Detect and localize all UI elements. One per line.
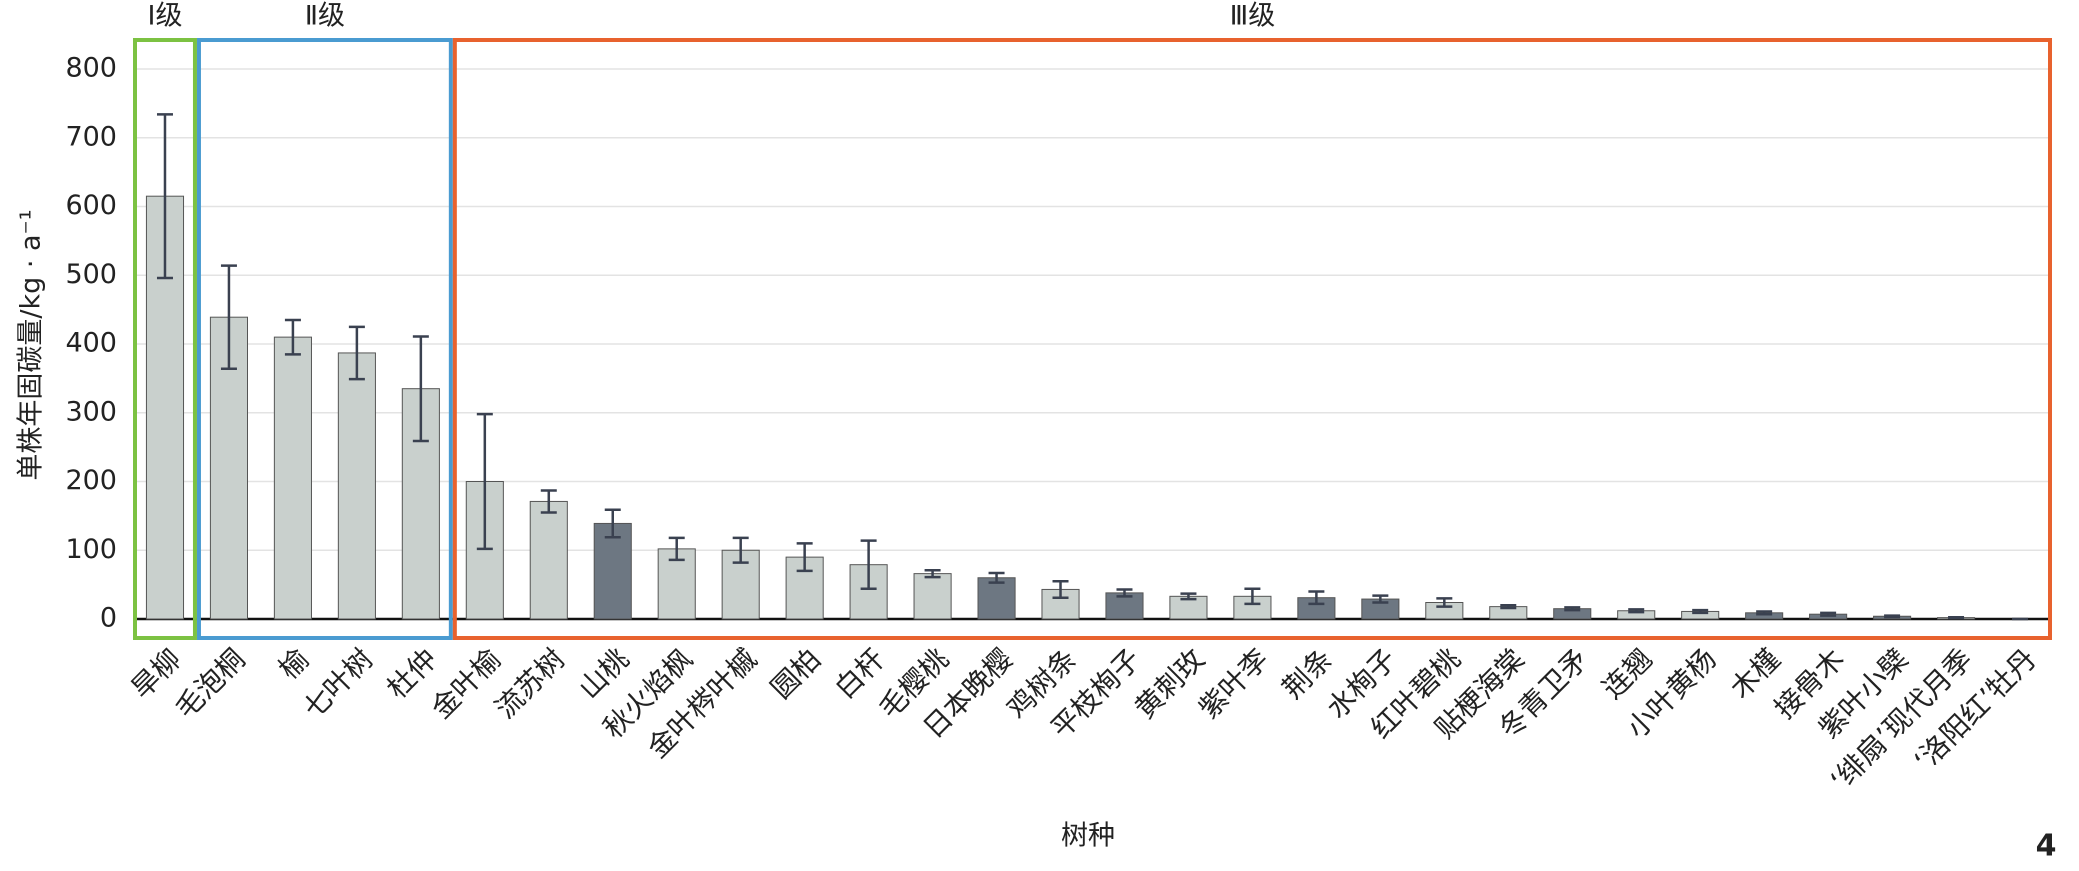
error-bar xyxy=(1436,597,1453,608)
error-bar xyxy=(156,113,173,280)
y-tick-label: 300 xyxy=(65,396,117,427)
bar xyxy=(593,522,632,620)
y-tick-label: 700 xyxy=(65,121,117,152)
error-bar xyxy=(540,489,557,514)
x-tick-label: 金叶榆 xyxy=(425,642,508,725)
error-bar xyxy=(924,568,941,579)
error-bar xyxy=(1244,587,1261,606)
bar xyxy=(913,573,952,620)
bar xyxy=(529,500,568,620)
error-bar xyxy=(796,542,813,573)
error-bar xyxy=(860,539,877,590)
error-bar xyxy=(1884,614,1901,619)
error-bar xyxy=(1308,590,1325,606)
x-tick-label: 七叶树 xyxy=(297,642,380,725)
bar xyxy=(337,352,376,620)
error-bar xyxy=(476,412,493,551)
bar xyxy=(785,556,824,620)
group-box xyxy=(196,38,453,640)
error-bar xyxy=(1692,608,1709,615)
group-box xyxy=(133,38,197,640)
error-bar xyxy=(1180,592,1197,601)
y-tick-label: 100 xyxy=(65,534,117,565)
error-bar xyxy=(1564,606,1581,612)
x-tick-label: 黄刺玫 xyxy=(1128,642,1211,725)
y-tick-label: 800 xyxy=(65,53,117,84)
x-tick-label: 圆柏 xyxy=(764,642,827,705)
error-bar xyxy=(1372,594,1389,604)
group-label: Ⅲ级 xyxy=(1230,1,1276,32)
x-tick-label: 榆 xyxy=(272,642,315,685)
bar xyxy=(977,577,1016,620)
error-bar xyxy=(220,264,237,370)
x-tick-label: 流苏树 xyxy=(489,642,572,725)
error-bar xyxy=(668,536,685,562)
y-tick-label: 500 xyxy=(65,259,117,290)
error-bar xyxy=(348,325,365,381)
error-bar xyxy=(1820,611,1837,617)
group-box xyxy=(452,38,2052,640)
error-bar xyxy=(1948,616,1965,620)
y-tick-label: 0 xyxy=(100,603,117,634)
error-bar xyxy=(988,571,1005,584)
error-bar xyxy=(732,536,749,564)
x-tick-label: 毛泡桐 xyxy=(169,642,252,725)
y-tick-label: 400 xyxy=(65,328,117,359)
error-bar xyxy=(1052,579,1069,599)
x-tick-label: 紫叶李 xyxy=(1192,642,1275,725)
y-tick-label: 600 xyxy=(65,190,117,221)
error-bar xyxy=(1756,610,1773,616)
y-tick-label: 200 xyxy=(65,465,117,496)
error-bar xyxy=(1116,588,1133,598)
error-bar xyxy=(1628,608,1645,614)
x-axis-label: 树种 xyxy=(1061,821,1115,852)
error-bar xyxy=(604,508,621,539)
group-label: Ⅰ级 xyxy=(147,1,182,32)
group-label: Ⅱ级 xyxy=(305,1,345,32)
error-bar xyxy=(412,335,429,443)
error-bar xyxy=(1500,604,1517,610)
y-axis-label: 单株年固碳量/kg · a⁻¹ xyxy=(16,209,47,480)
bar xyxy=(273,336,312,620)
error-bar xyxy=(284,318,301,356)
page-number: 4 xyxy=(2036,829,2057,864)
